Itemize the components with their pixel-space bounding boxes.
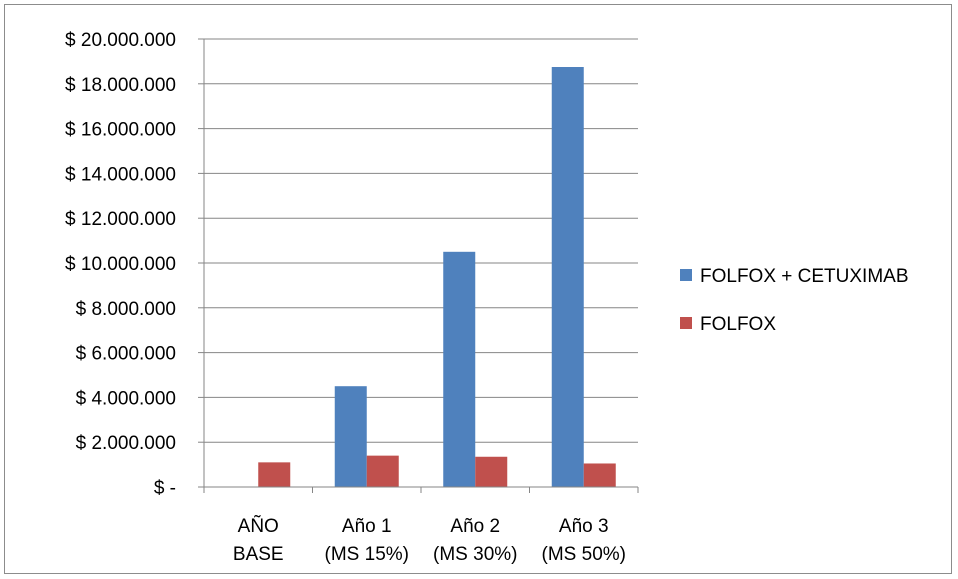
legend: FOLFOX + CETUXIMAB FOLFOX [680,266,909,335]
legend-label: FOLFOX [700,314,776,335]
y-tick-label: $ 14.000.000 [65,164,176,185]
bar [583,463,616,487]
bars [258,67,616,487]
x-category-label: (MS 50%) [542,544,626,565]
x-category-label: BASE [233,544,284,565]
y-tick-label: $ 10.000.000 [65,254,176,275]
bar [551,67,584,487]
y-tick-label: $ - [154,478,176,499]
y-tick-label: $ 8.000.000 [76,299,176,320]
x-category-label: Año 1 [342,516,392,537]
y-tick-label: $ 20.000.000 [65,30,176,51]
bar [334,386,367,487]
x-category-label: AÑO [238,515,279,537]
y-tick-label: $ 12.000.000 [65,209,176,230]
bar [258,462,291,487]
axes [203,39,639,493]
y-tick-label: $ 4.000.000 [76,388,176,409]
x-axis-category-labels: AÑO BASE Año 1 (MS 15%) Año 2 (MS 30%) Año 3 (M… [233,515,626,565]
bar [366,455,399,487]
x-category-label: Año 2 [450,516,500,537]
x-category-label: Año 3 [559,516,609,537]
y-axis-tick-labels: $ - $ 2.000.000 $ 4.000.000 $ 6.000.000 $ 8.… [65,30,176,499]
bar [475,456,508,487]
legend-label: FOLFOX + CETUXIMAB [700,266,909,287]
x-category-label: (MS 30%) [433,544,517,565]
legend-swatch [680,269,692,281]
legend-swatch [680,317,692,329]
y-tick-label: $ 18.000.000 [65,75,176,96]
y-tick-label: $ 6.000.000 [76,344,176,365]
bar [443,251,476,487]
y-tick-label: $ 16.000.000 [65,120,176,141]
y-tick-label: $ 2.000.000 [76,433,176,454]
x-category-label: (MS 15%) [325,544,409,565]
